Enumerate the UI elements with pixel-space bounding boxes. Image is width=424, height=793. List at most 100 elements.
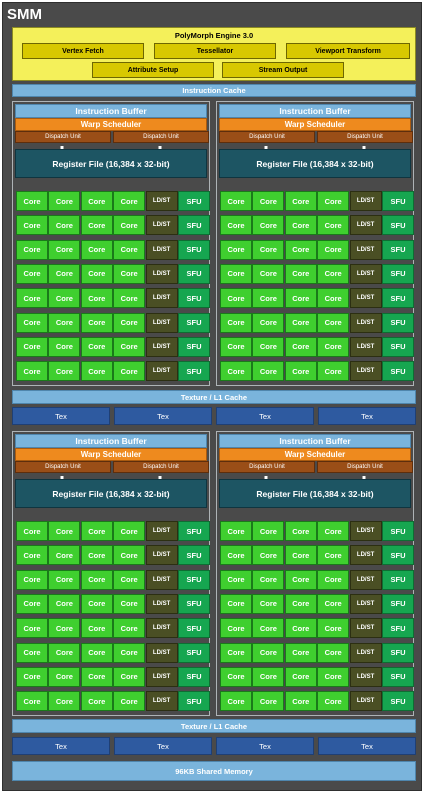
core-unit: Core <box>220 545 252 566</box>
tex-unit: Tex <box>114 737 212 755</box>
down-arrow-icon <box>260 471 272 484</box>
core-unit: Core <box>220 312 252 333</box>
sfu-unit: SFU <box>382 263 414 284</box>
tex-unit: Tex <box>216 407 314 425</box>
sfu-unit: SFU <box>178 336 210 357</box>
core-unit: Core <box>317 593 350 614</box>
ldst-unit: LD/ST <box>349 642 382 663</box>
ldst-unit: LD/ST <box>349 521 382 541</box>
core-unit: Core <box>317 239 350 260</box>
core-unit: Core <box>113 215 146 236</box>
ldst-unit: LD/ST <box>145 545 178 566</box>
core-unit: Core <box>80 642 113 663</box>
core-unit: Core <box>48 545 81 566</box>
sfu-unit: SFU <box>178 691 210 712</box>
core-unit: Core <box>252 691 285 712</box>
core-unit: Core <box>48 642 81 663</box>
down-arrow-icon <box>154 141 166 154</box>
core-unit: Core <box>113 691 146 712</box>
core-unit: Core <box>284 642 317 663</box>
viewport-transform-unit: Viewport Transform <box>286 43 410 59</box>
core-unit: Core <box>252 191 285 211</box>
sfu-unit: SFU <box>382 642 414 663</box>
dispatch-unit: Dispatch Unit <box>317 461 413 473</box>
ldst-unit: LD/ST <box>349 263 382 284</box>
sfu-unit: SFU <box>382 191 414 211</box>
core-unit: Core <box>113 569 146 590</box>
warp-scheduler: Warp Scheduler <box>219 118 411 131</box>
sfu-unit: SFU <box>178 521 210 541</box>
core-unit: Core <box>16 191 48 211</box>
core-unit: Core <box>80 361 113 382</box>
ldst-unit: LD/ST <box>145 361 178 382</box>
ldst-unit: LD/ST <box>145 593 178 614</box>
core-unit: Core <box>16 545 48 566</box>
ldst-unit: LD/ST <box>145 618 178 639</box>
down-arrow-icon <box>260 141 272 154</box>
core-unit: Core <box>113 336 146 357</box>
core-unit: Core <box>220 666 252 687</box>
sfu-unit: SFU <box>178 545 210 566</box>
core-unit: Core <box>48 239 81 260</box>
ldst-unit: LD/ST <box>145 569 178 590</box>
ldst-unit: LD/ST <box>145 521 178 541</box>
ldst-unit: LD/ST <box>145 312 178 333</box>
core-unit: Core <box>252 361 285 382</box>
dispatch-unit: Dispatch Unit <box>317 131 413 143</box>
register-file: Register File (16,384 x 32-bit) <box>219 479 411 508</box>
core-unit: Core <box>317 312 350 333</box>
core-unit: Core <box>16 263 48 284</box>
core-unit: Core <box>113 593 146 614</box>
core-unit: Core <box>16 666 48 687</box>
core-unit: Core <box>317 642 350 663</box>
instruction-buffer: Instruction Buffer <box>15 434 207 448</box>
dispatch-unit: Dispatch Unit <box>219 461 315 473</box>
core-unit: Core <box>220 691 252 712</box>
texture-l1-cache-bottom: Texture / L1 Cache <box>12 719 416 733</box>
core-unit: Core <box>284 215 317 236</box>
core-unit: Core <box>284 666 317 687</box>
processing-block-bottom-right: Instruction Buffer Warp Scheduler Dispatch… <box>216 431 414 716</box>
dispatch-unit: Dispatch Unit <box>15 461 111 473</box>
core-unit: Core <box>48 666 81 687</box>
core-unit: Core <box>284 191 317 211</box>
core-unit: Core <box>252 336 285 357</box>
warp-scheduler: Warp Scheduler <box>15 118 207 131</box>
core-unit: Core <box>113 618 146 639</box>
core-unit: Core <box>220 593 252 614</box>
ldst-unit: LD/ST <box>349 288 382 309</box>
core-unit: Core <box>113 191 146 211</box>
core-unit: Core <box>16 239 48 260</box>
ldst-unit: LD/ST <box>349 666 382 687</box>
core-unit: Core <box>113 666 146 687</box>
core-unit: Core <box>113 312 146 333</box>
ldst-unit: LD/ST <box>349 215 382 236</box>
ldst-unit: LD/ST <box>145 288 178 309</box>
core-unit: Core <box>113 263 146 284</box>
core-unit: Core <box>317 288 350 309</box>
sfu-unit: SFU <box>382 215 414 236</box>
core-unit: Core <box>284 521 317 541</box>
core-unit: Core <box>252 642 285 663</box>
core-unit: Core <box>80 191 113 211</box>
core-unit: Core <box>317 336 350 357</box>
core-unit: Core <box>113 361 146 382</box>
dispatch-unit: Dispatch Unit <box>219 131 315 143</box>
sfu-unit: SFU <box>382 618 414 639</box>
core-unit: Core <box>16 312 48 333</box>
processing-block-top-left: Instruction Buffer Warp Scheduler Dispatch… <box>12 101 210 386</box>
core-unit: Core <box>284 545 317 566</box>
processing-block-bottom-left: Instruction Buffer Warp Scheduler Dispatch… <box>12 431 210 716</box>
core-unit: Core <box>220 336 252 357</box>
sfu-unit: SFU <box>382 336 414 357</box>
core-unit: Core <box>16 336 48 357</box>
core-unit: Core <box>284 361 317 382</box>
sfu-unit: SFU <box>382 239 414 260</box>
ldst-unit: LD/ST <box>349 593 382 614</box>
ldst-unit: LD/ST <box>145 215 178 236</box>
ldst-unit: LD/ST <box>349 191 382 211</box>
core-unit: Core <box>220 288 252 309</box>
core-unit: Core <box>80 288 113 309</box>
core-unit: Core <box>16 521 48 541</box>
instruction-buffer: Instruction Buffer <box>15 104 207 118</box>
